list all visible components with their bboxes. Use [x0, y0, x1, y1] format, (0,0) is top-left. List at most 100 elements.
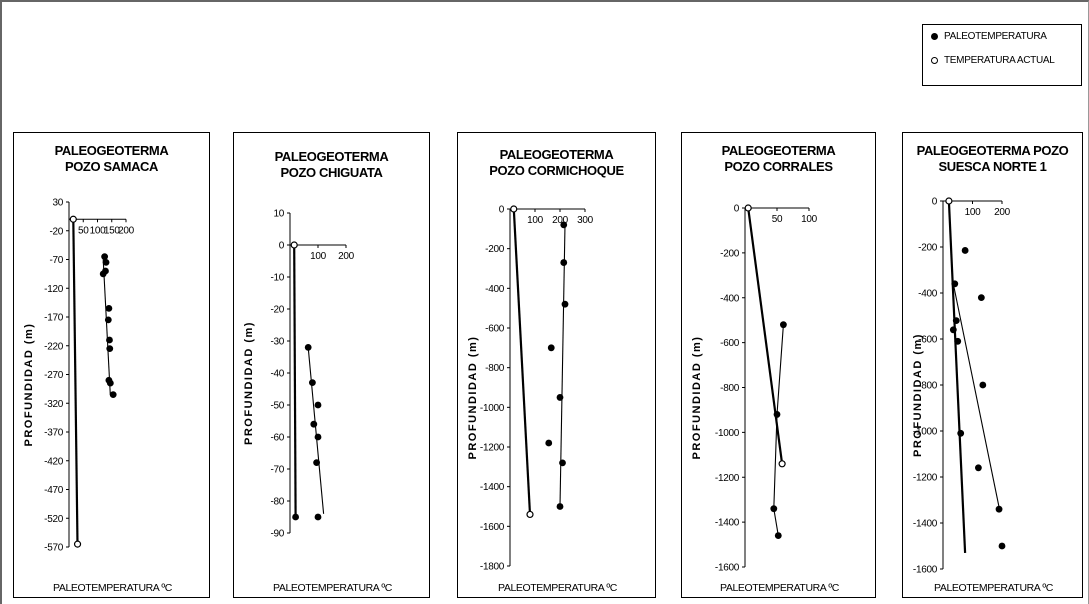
temperatura-actual-point [945, 197, 953, 205]
trend-line-actual [947, 200, 967, 553]
y-tick-label: -1200 [480, 443, 505, 454]
y-tick-label: -270 [44, 370, 64, 381]
y-tick-label: -470 [44, 485, 64, 496]
chart-panel-samaca: PALEOGEOTERMA POZO SAMACA 30 -20 -70 -120 -1… [13, 132, 210, 598]
paleotemperatura-point [977, 294, 985, 301]
y-tick-label: -1600 [480, 522, 505, 533]
trend-line-actual [512, 208, 532, 515]
x-tick-label: 100 [527, 215, 544, 226]
y-tick-label: -800 [918, 381, 938, 392]
y-tick-label: -70 [49, 255, 63, 266]
chart-plot-samaca: 30 -20 -70 -120 -170 -220 -270 -320 -370 -420 -470… [23, 198, 173, 595]
chart-title-line1: PALEOGEOTERMA [721, 143, 836, 158]
x-tick-label: 100 [90, 225, 107, 236]
temperatura-actual-point [526, 510, 534, 519]
y-tick-label: -1800 [480, 562, 505, 573]
y-tick-label: -1400 [480, 482, 505, 493]
y-tick-label: -120 [44, 284, 64, 295]
y-tick-label: -60 [270, 433, 284, 444]
paleotemperatura-point [556, 503, 564, 510]
open-dot-icon [931, 56, 938, 64]
y-tick-label: -200 [485, 244, 505, 255]
chart-title-line2: POZO CORMICHOQUE [489, 163, 624, 178]
y-axis-title: PROFUNDIDAD (m) [243, 321, 255, 445]
x-axis-title: PALEOTEMPERATURA ºC [720, 582, 840, 594]
y-tick-label: 0 [499, 205, 505, 216]
paleotemperatura-point [106, 379, 114, 387]
y-tick-label: -400 [720, 293, 740, 304]
y-axis-title: PROFUNDIDAD (m) [467, 336, 479, 460]
y-tick-label: -520 [44, 514, 64, 525]
paleotemperatura-point [560, 221, 568, 229]
y-tick-label: -1400 [913, 519, 938, 530]
chart-plot-cormichoque: 0 -200 -400 -600 -800 -1000 -1200 -1400 -1600 -18… [467, 205, 618, 595]
y-tick-label: -1400 [715, 518, 740, 529]
y-tick-label: 30 [52, 198, 63, 209]
temperatura-actual-point [73, 540, 82, 548]
y-tick-label: 10 [273, 209, 284, 220]
chart-panel-suesca-norte: PALEOGEOTERMA POZO SUESCA NORTE 1 0 -200 -… [902, 132, 1083, 598]
y-tick-label: -1000 [913, 427, 938, 438]
temperatura-actual-point [510, 205, 518, 213]
x-tick-label: 200 [338, 251, 355, 262]
legend-label-paleotemperatura: PALEOTEMPERATURA [944, 30, 1047, 42]
temperatura-actual-point [69, 215, 77, 223]
paleotemperatura-point [773, 411, 781, 418]
paleotemperatura-point [780, 321, 787, 329]
chart-title-line2: POZO SAMACA [64, 159, 159, 174]
y-tick-label: -800 [485, 363, 505, 374]
chart-panel-corrales: PALEOGEOTERMA POZO CORRALES 0 -200 -400 -60… [681, 132, 876, 598]
paleotemperatura-point [104, 316, 112, 324]
y-tick-label: -170 [44, 313, 64, 324]
y-tick-label: -800 [720, 383, 740, 394]
paleotemperatura-point [975, 464, 982, 472]
chart-plot-corrales: 0 -200 -400 -600 -800 -1000 -1200 -1400 -1600 50 1… [691, 204, 840, 595]
chart-title-line1: PALEOGEOTERMA POZO [916, 143, 1069, 158]
paleotemperatura-point [106, 345, 114, 353]
paleotemperatura-point [949, 326, 957, 334]
paleotemperatura-point [102, 267, 109, 275]
filled-dot-icon [931, 32, 938, 40]
chart-panel-cormichoque: PALEOGEOTERMA POZO CORMICHOQUE 0 -200 -400… [457, 132, 656, 598]
trend-line-paleo [102, 259, 111, 395]
temperatura-actual-point [290, 241, 298, 249]
paleotemperatura-point [101, 253, 109, 261]
y-axis-title: PROFUNDIDAD (m) [23, 323, 35, 447]
y-tick-label: -80 [270, 497, 284, 508]
y-tick-label: -50 [270, 401, 284, 412]
chart-title-line2: POZO CORRALES [724, 159, 833, 174]
x-tick-label: 200 [552, 215, 569, 226]
y-tick-label: 0 [932, 197, 938, 208]
paleotemperatura-point [957, 429, 965, 437]
chart-title-line1: PALEOGEOTERMA [274, 149, 389, 164]
y-tick-label: 0 [279, 241, 285, 252]
y-tick-label: -570 [44, 543, 64, 554]
legend-item-paleotemperatura: PALEOTEMPERATURA [931, 29, 1047, 43]
paleotemperatura-point [314, 433, 322, 441]
paleotemperatura-point [313, 459, 320, 466]
y-tick-label: -600 [485, 324, 505, 335]
y-tick-label: -90 [270, 529, 284, 540]
x-tick-label: 100 [801, 214, 818, 225]
paleotemperatura-point [292, 513, 299, 521]
x-axis-title: PALEOTEMPERATURA ºC [273, 582, 393, 594]
x-axis-title: PALEOTEMPERATURA ºC [498, 582, 618, 594]
paleotemperatura-point [774, 532, 782, 539]
paleotemperatura-point [102, 258, 110, 266]
paleotemperatura-point [310, 420, 318, 428]
x-axis-title: PALEOTEMPERATURA ºC [53, 582, 173, 594]
y-tick-label: -70 [270, 465, 284, 476]
paleotemperatura-point [314, 513, 322, 521]
chart-title-line1: PALEOGEOTERMA [54, 143, 169, 158]
paleotemperatura-point [304, 344, 312, 351]
x-tick-label: 200 [994, 207, 1011, 218]
paleotemperatura-point [952, 317, 960, 324]
chart-title-line2: POZO CHIGUATA [280, 165, 383, 180]
temperatura-actual-point [778, 460, 786, 468]
y-tick-label: -1600 [715, 563, 740, 574]
legend-item-temperatura-actual: TEMPERATURA ACTUAL [931, 53, 1055, 67]
x-tick-label: 150 [104, 225, 121, 236]
paleotemperatura-point [556, 394, 564, 401]
x-tick-label: 100 [310, 251, 327, 262]
x-tick-label: 50 [772, 214, 783, 225]
